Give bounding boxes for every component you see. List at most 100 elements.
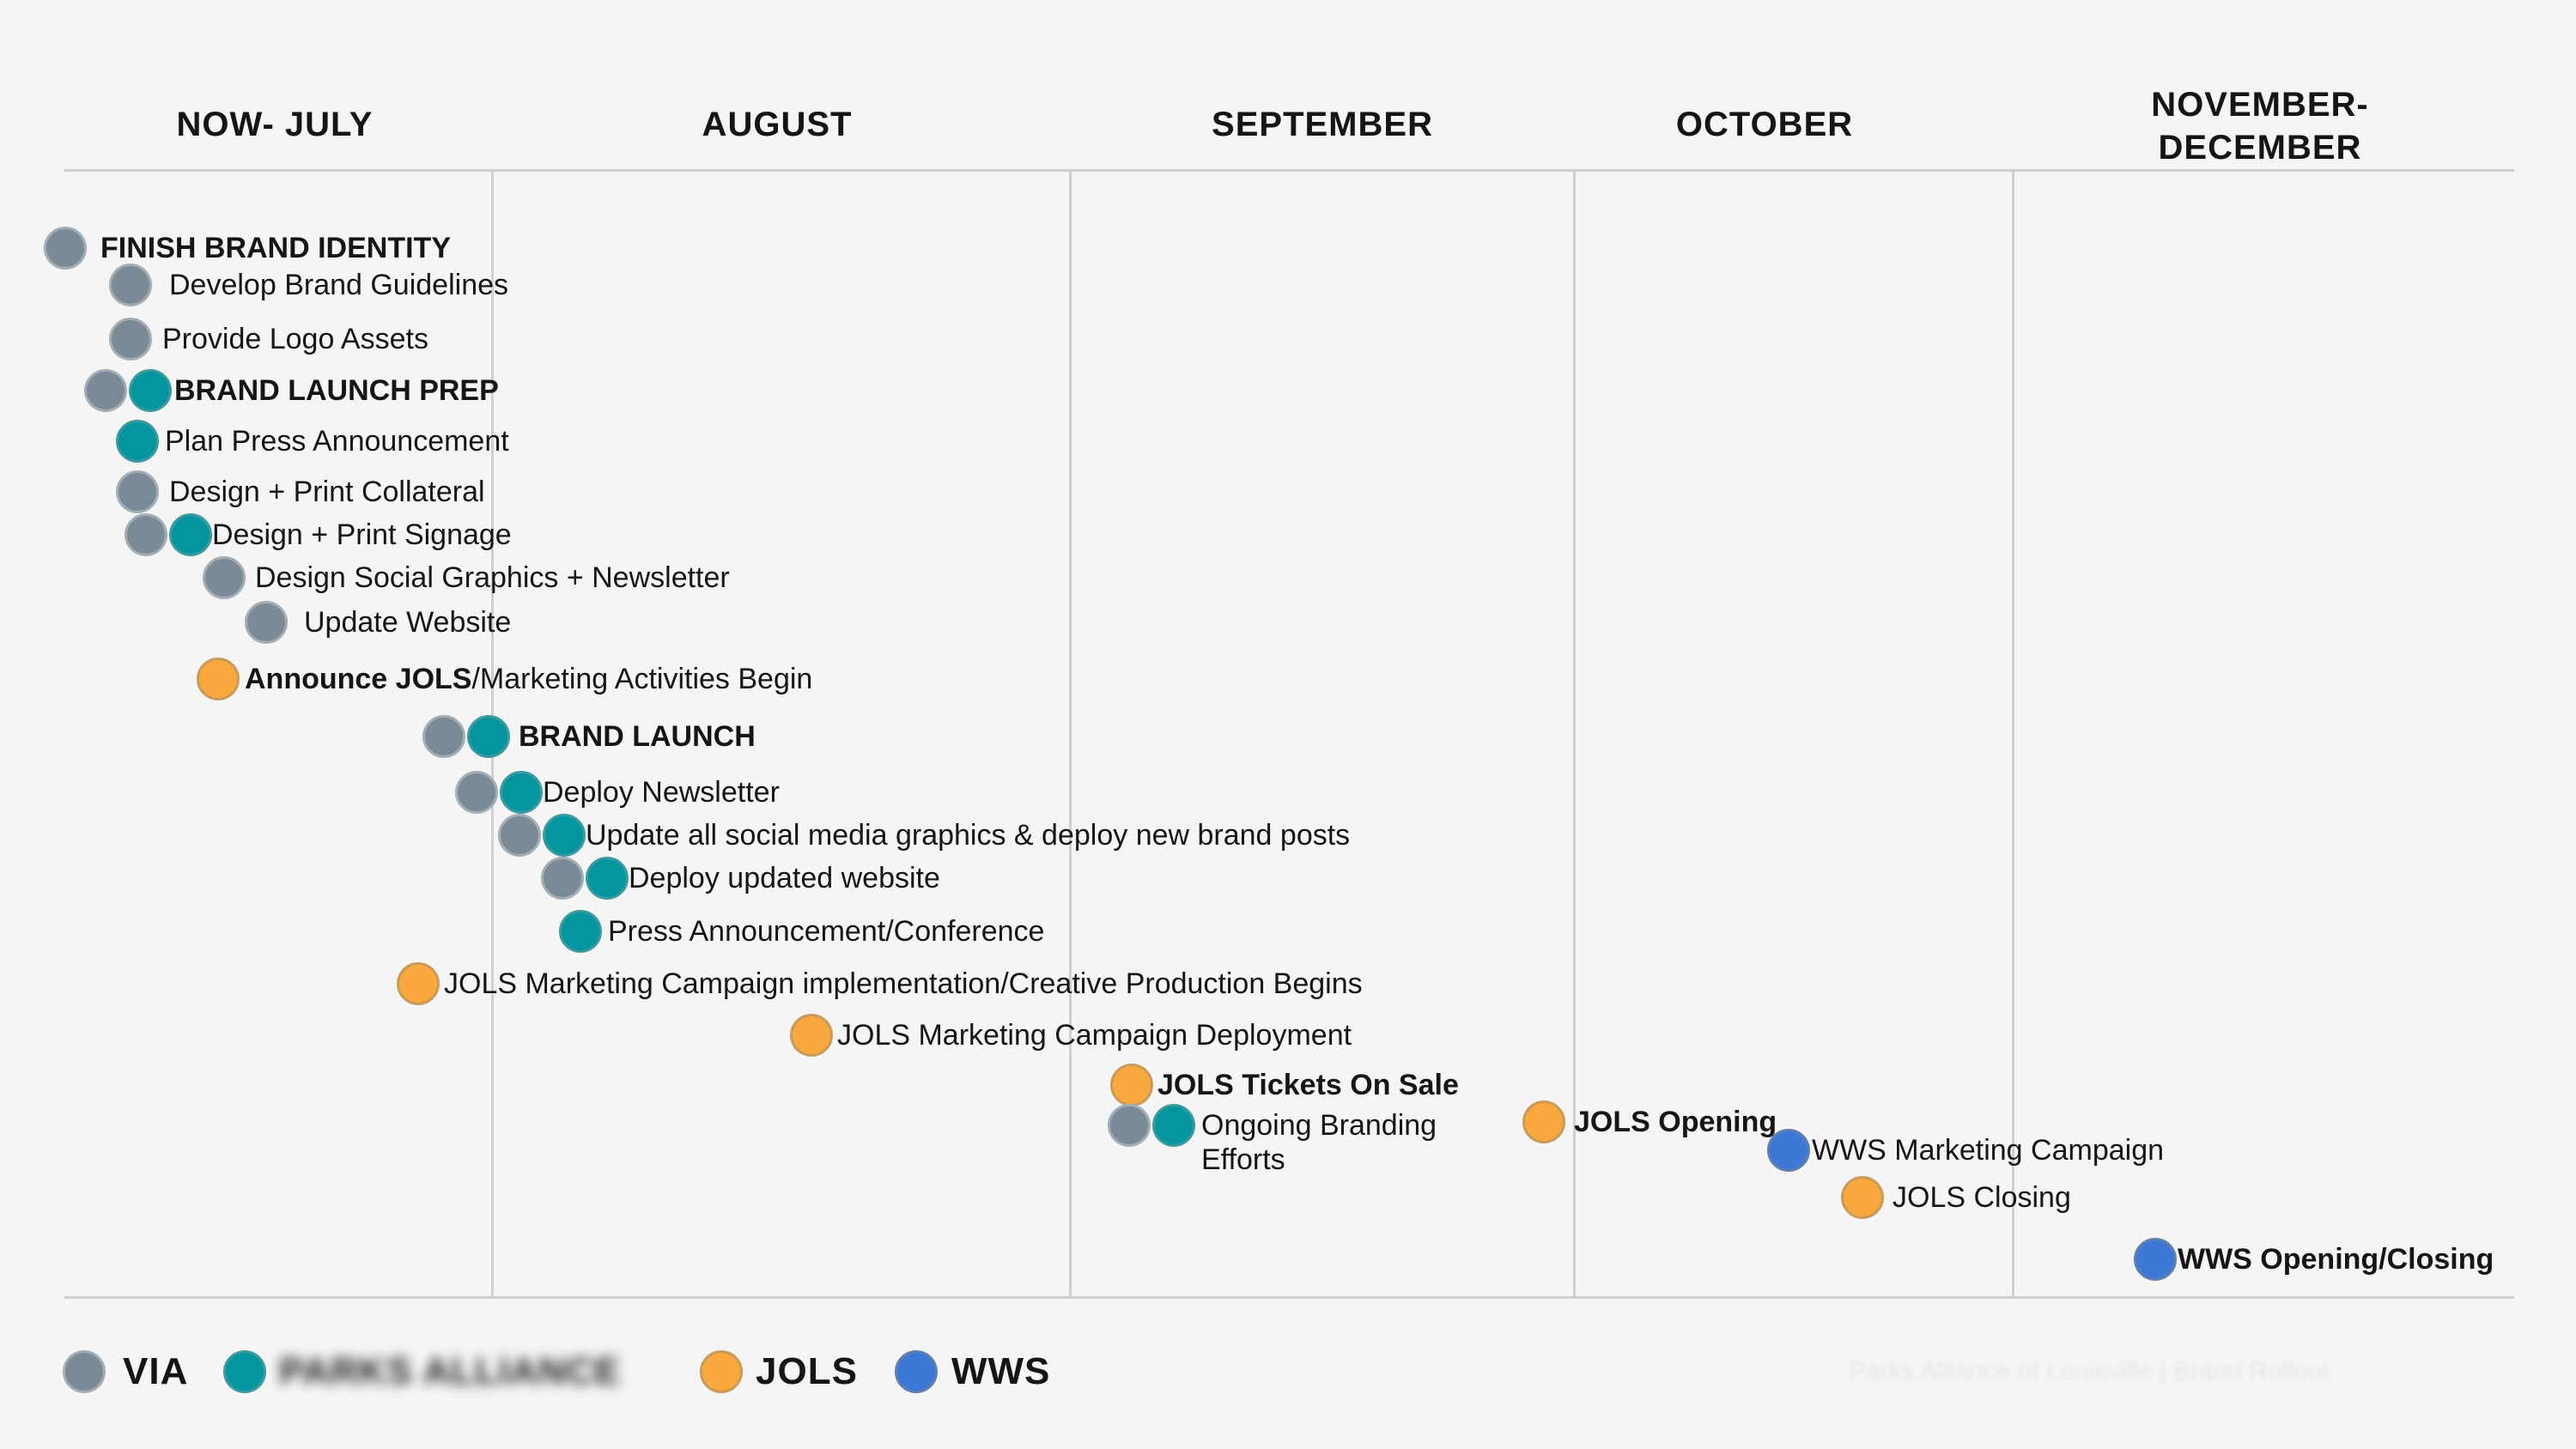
parks-marker-dot xyxy=(467,715,510,758)
via-marker-dot xyxy=(125,513,167,556)
month-header-november-december: NOVEMBER- DECEMBER xyxy=(2151,83,2368,169)
milestone-label-text: JOLS Marketing Campaign implementation/C… xyxy=(444,967,1363,1000)
parks-marker-dot xyxy=(543,814,586,857)
milestone-label: JOLS Tickets On Sale xyxy=(1157,1068,1459,1102)
jols-marker-dot xyxy=(397,962,440,1005)
milestone-label: BRAND LAUNCH PREP xyxy=(174,373,499,408)
milestone-label-text: Ongoing Branding Efforts xyxy=(1201,1109,1437,1176)
via-marker-dot xyxy=(116,470,159,513)
milestone-label: FINISH BRAND IDENTITY xyxy=(100,231,451,265)
milestone-label-text: Design + Print Collateral xyxy=(169,476,485,508)
parks-marker-dot xyxy=(559,910,602,953)
month-header-august: AUGUST xyxy=(702,103,853,146)
milestone-label: JOLS Closing xyxy=(1893,1180,2071,1215)
via-marker-dot xyxy=(109,264,152,306)
milestone-label: Develop Brand Guidelines xyxy=(169,268,508,302)
milestone-label-bold: BRAND LAUNCH PREP xyxy=(174,374,499,407)
legend-wws-dot xyxy=(895,1350,938,1393)
via-marker-dot xyxy=(44,227,87,270)
month-header-line: NOVEMBER- xyxy=(2151,86,2369,124)
milestone-label: Update all social media graphics & deplo… xyxy=(586,818,1350,852)
parks-marker-dot xyxy=(500,771,543,814)
milestone-label: JOLS Marketing Campaign Deployment xyxy=(837,1018,1352,1052)
milestone-label: Announce JOLS/Marketing Activities Begin xyxy=(245,662,812,696)
milestone-label: WWS Opening/Closing xyxy=(2178,1242,2494,1276)
via-marker-dot xyxy=(498,814,541,857)
jols-marker-dot xyxy=(790,1014,833,1057)
milestone-label-text: WWS Marketing Campaign xyxy=(1812,1134,2165,1167)
jols-marker-dot xyxy=(197,658,240,700)
jols-marker-dot xyxy=(1522,1100,1565,1143)
month-header-line: NOW- JULY xyxy=(176,106,374,143)
month-header-september: SEPTEMBER xyxy=(1212,103,1433,146)
wws-marker-dot xyxy=(1767,1129,1810,1172)
month-divider-line xyxy=(2012,171,2014,1298)
parks-marker-dot xyxy=(169,513,212,556)
milestone-label-text: /Marketing Activities Begin xyxy=(471,663,813,695)
milestone-label-bold: JOLS Tickets On Sale xyxy=(1157,1069,1459,1101)
milestone-label: Press Announcement/Conference xyxy=(608,914,1044,949)
milestone-label: Update Website xyxy=(304,605,511,640)
footer-caption: Parks Alliance of Louisville | Brand Rol… xyxy=(1849,1357,2330,1385)
jols-marker-dot xyxy=(1110,1064,1153,1106)
jols-marker-dot xyxy=(1841,1176,1884,1219)
month-divider-line xyxy=(1573,171,1576,1298)
milestone-label: Design Social Graphics + Newsletter xyxy=(255,561,730,595)
milestone-label-text: Design + Print Signage xyxy=(212,518,512,551)
milestone-label: Ongoing Branding Efforts xyxy=(1201,1108,1437,1177)
legend-parks-dot xyxy=(223,1350,266,1393)
legend-wws-label: WWS xyxy=(951,1350,1051,1392)
month-header-line: SEPTEMBER xyxy=(1212,106,1433,143)
milestone-label-text: Press Announcement/Conference xyxy=(608,915,1045,948)
milestone-label: Design + Print Signage xyxy=(212,518,512,552)
milestone-label-bold: WWS Opening/Closing xyxy=(2178,1243,2494,1276)
legend-jols-dot xyxy=(700,1350,743,1393)
month-header-line: AUGUST xyxy=(702,106,853,143)
legend-jols-label: JOLS xyxy=(756,1350,858,1392)
milestone-label: JOLS Opening xyxy=(1574,1105,1777,1139)
legend-via-dot xyxy=(63,1350,106,1393)
milestone-label-bold: JOLS Opening xyxy=(1574,1106,1777,1138)
milestone-label: Design + Print Collateral xyxy=(169,475,485,509)
month-header-now-july: NOW- JULY xyxy=(177,103,374,146)
milestone-label: JOLS Marketing Campaign implementation/C… xyxy=(444,967,1363,1001)
parks-marker-dot xyxy=(116,420,159,463)
milestone-label: Provide Logo Assets xyxy=(162,322,428,356)
via-marker-dot xyxy=(422,715,465,758)
via-marker-dot xyxy=(245,601,288,644)
milestone-label-bold: BRAND LAUNCH xyxy=(519,720,756,753)
milestone-label-text: Plan Press Announcement xyxy=(165,425,509,458)
milestone-label-text: Provide Logo Assets xyxy=(162,323,428,355)
milestone-label: Plan Press Announcement xyxy=(165,424,509,458)
month-header-line: DECEMBER xyxy=(2158,129,2362,167)
milestone-label-text: Update all social media graphics & deplo… xyxy=(586,819,1351,852)
milestone-label: BRAND LAUNCH xyxy=(519,719,756,754)
parks-marker-dot xyxy=(129,369,172,412)
milestone-label: Deploy updated website xyxy=(629,861,940,895)
via-marker-dot xyxy=(203,556,246,599)
month-divider-line xyxy=(1069,171,1072,1298)
parks-marker-dot xyxy=(586,857,629,900)
wws-marker-dot xyxy=(2134,1238,2177,1281)
milestone-label: WWS Marketing Campaign xyxy=(1812,1133,2164,1167)
month-header-october: OCTOBER xyxy=(1676,103,1853,146)
via-marker-dot xyxy=(541,857,584,900)
milestone-label: Deploy Newsletter xyxy=(543,775,780,809)
milestone-label-text: Update Website xyxy=(304,606,512,639)
parks-marker-dot xyxy=(1152,1104,1195,1147)
via-marker-dot xyxy=(109,318,152,361)
milestone-label-text: Deploy updated website xyxy=(629,862,940,894)
milestone-label-bold: FINISH BRAND IDENTITY xyxy=(100,232,451,264)
via-marker-dot xyxy=(455,771,498,814)
header-divider-line xyxy=(64,169,2514,172)
via-marker-dot xyxy=(84,369,127,412)
milestone-label-bold: Announce JOLS xyxy=(245,663,472,695)
milestone-label-text: Develop Brand Guidelines xyxy=(169,269,509,301)
month-header-line: OCTOBER xyxy=(1675,106,1854,143)
via-marker-dot xyxy=(1108,1104,1151,1147)
legend-parks-label: PARKS ALLIANCE xyxy=(279,1350,621,1392)
milestone-label-text: JOLS Closing xyxy=(1893,1181,2071,1214)
milestone-label-text: Deploy Newsletter xyxy=(543,776,780,809)
legend-via-label: VIA xyxy=(123,1350,189,1392)
